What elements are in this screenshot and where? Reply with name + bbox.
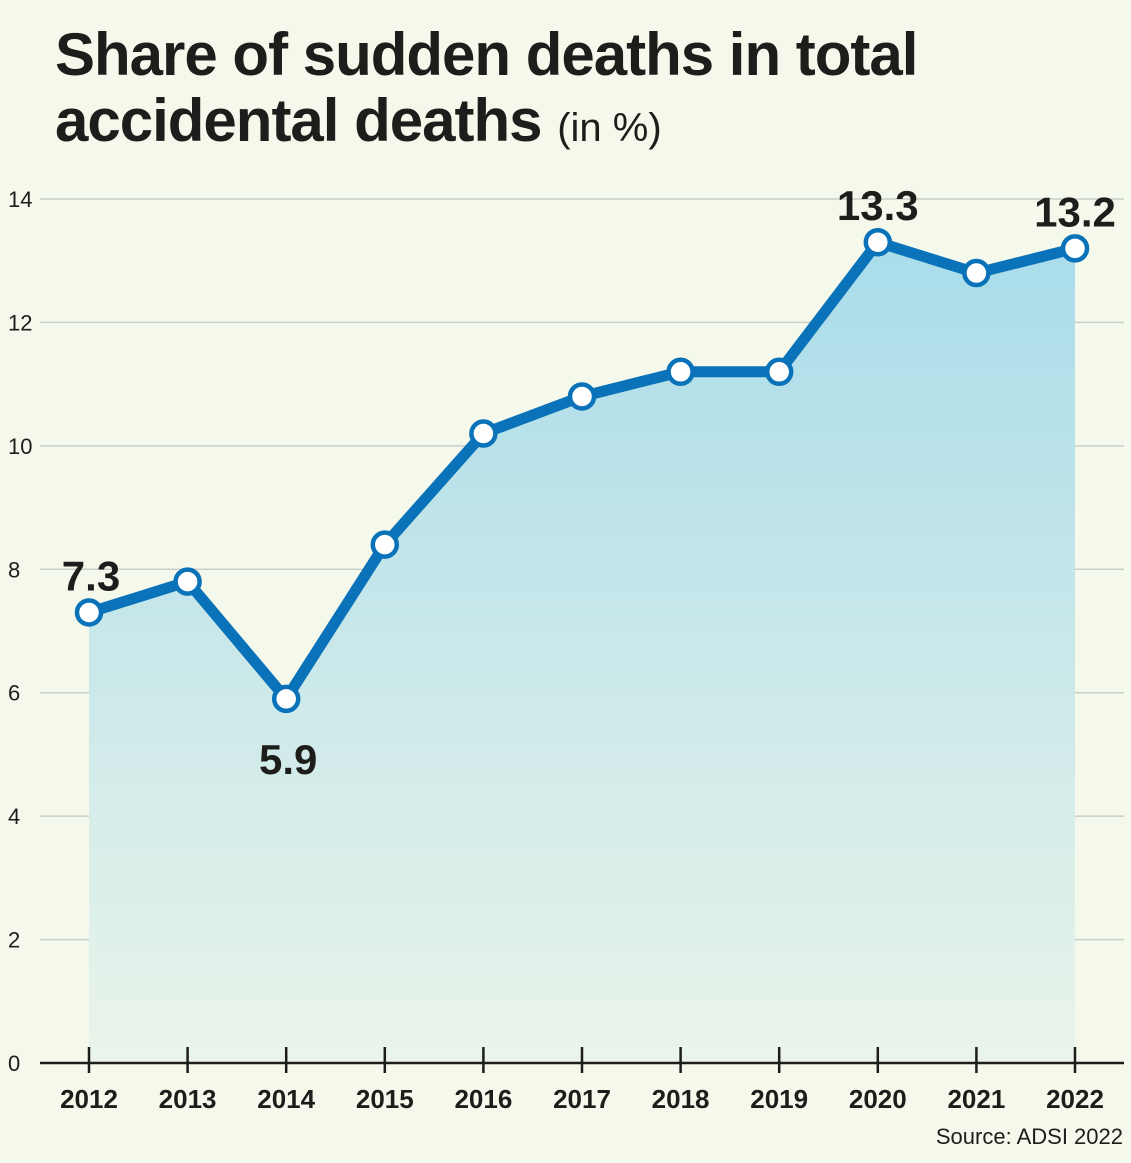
data-label-2022: 13.2 [1034, 188, 1116, 235]
x-tick-label: 2012 [60, 1084, 118, 1114]
data-label-2012: 7.3 [62, 552, 120, 599]
data-labels: 7.3 5.9 13.3 13.2 [62, 182, 1116, 783]
chart-title: Share of sudden deaths in total accident… [55, 22, 1115, 161]
x-tick-label: 2018 [652, 1084, 710, 1114]
y-tick-label: 6 [8, 681, 20, 706]
data-point-2020 [863, 227, 893, 257]
data-point-2012 [74, 598, 104, 627]
data-point-2014 [271, 684, 301, 714]
data-point-2022 [1060, 234, 1090, 263]
x-tick-label: 2016 [454, 1084, 512, 1114]
y-tick-label: 8 [8, 557, 20, 582]
x-tick-label: 2020 [849, 1084, 907, 1114]
y-tick-label: 12 [8, 310, 32, 335]
x-tick-label: 2014 [257, 1084, 315, 1114]
data-point-2021 [962, 258, 991, 288]
data-label-2014: 5.9 [259, 736, 317, 783]
y-tick-label: 10 [8, 434, 32, 459]
data-point-2013 [173, 567, 202, 596]
chart-title-unit: (in %) [557, 106, 662, 150]
data-point-2015 [370, 530, 400, 559]
data-point-2018 [666, 357, 695, 387]
area-path [89, 242, 1075, 1063]
x-tick-label: 2021 [947, 1084, 1005, 1114]
data-point-2017 [567, 382, 597, 411]
x-tick-label: 2022 [1046, 1084, 1104, 1114]
y-tick-label: 14 [8, 187, 32, 212]
chart-title-text: Share of sudden deaths in total accident… [55, 21, 918, 154]
x-tick-label: 2015 [356, 1084, 414, 1114]
x-tick-label: 2017 [553, 1084, 611, 1114]
y-tick-label: 2 [8, 928, 20, 953]
x-axis: 2012 2013 2014 2015 2016 2017 2018 2019 2020 2021… [40, 1047, 1124, 1114]
source-note: Source: ADSI 2022 [935, 1124, 1123, 1149]
data-points [74, 227, 1090, 714]
y-tick-label: 4 [8, 804, 20, 829]
data-point-2019 [764, 357, 794, 387]
x-tick-label: 2013 [159, 1084, 217, 1114]
data-point-2016 [469, 419, 498, 448]
data-label-2020: 13.3 [837, 182, 919, 229]
x-tick-label: 2019 [750, 1084, 808, 1114]
y-tick-label: 0 [8, 1051, 20, 1076]
area-fill [89, 242, 1075, 1063]
